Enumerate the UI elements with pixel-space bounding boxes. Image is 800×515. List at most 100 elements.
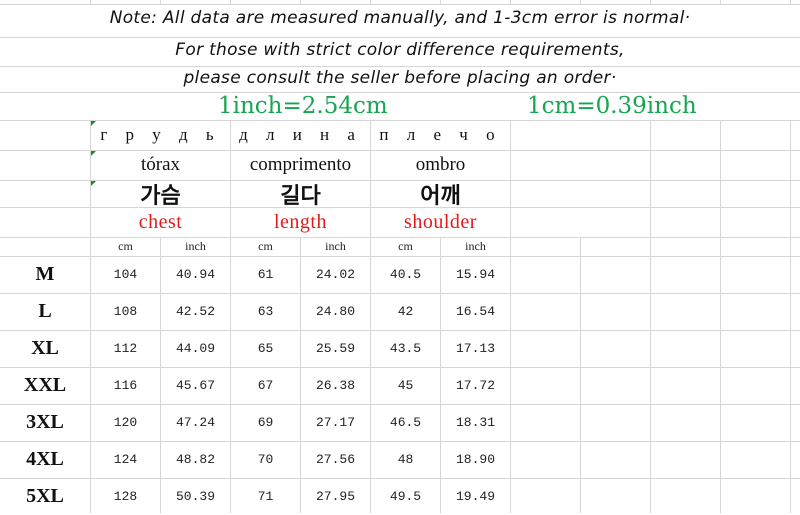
header-korean-2: 어깨	[420, 183, 461, 209]
row-divider	[0, 441, 800, 442]
table-cell[interactable]: 45	[397, 378, 414, 393]
header-korean-1: 길다	[280, 183, 321, 209]
table-cell[interactable]: 71	[257, 489, 274, 504]
note-line-2: For those with strict color difference r…	[175, 40, 625, 60]
table-cell[interactable]: 15.94	[455, 267, 495, 282]
size-label: XXL	[23, 374, 67, 396]
unit-label: cm	[398, 239, 413, 253]
table-cell[interactable]: 17.13	[455, 341, 495, 356]
comment-marker-icon	[91, 181, 96, 186]
table-cell[interactable]: 25.59	[315, 341, 355, 356]
table-cell[interactable]: 44.09	[175, 341, 215, 356]
table-cell[interactable]: 50.39	[175, 489, 215, 504]
row-divider	[0, 330, 800, 331]
column-divider	[440, 0, 441, 4]
column-divider	[160, 0, 161, 4]
table-cell[interactable]: 46.5	[389, 415, 422, 430]
size-label: XL	[31, 337, 59, 359]
unit-label: inch	[325, 239, 346, 253]
table-cell[interactable]: 18.31	[455, 415, 495, 430]
table-cell[interactable]: 108	[113, 304, 138, 319]
table-cell[interactable]: 27.95	[315, 489, 355, 504]
column-divider	[370, 0, 371, 4]
table-cell[interactable]: 63	[257, 304, 274, 319]
column-divider	[440, 237, 441, 513]
row-divider	[0, 293, 800, 294]
table-cell[interactable]: 124	[113, 452, 138, 467]
unit-label: inch	[465, 239, 486, 253]
row-divider	[0, 180, 800, 181]
column-divider	[720, 0, 721, 4]
table-cell[interactable]: 48.82	[175, 452, 215, 467]
column-divider	[510, 120, 511, 513]
note-line-3: please consult the seller before placing…	[183, 68, 617, 88]
table-cell[interactable]: 40.94	[175, 267, 215, 282]
row-divider	[0, 120, 800, 121]
table-cell[interactable]: 47.24	[175, 415, 215, 430]
column-divider	[650, 0, 651, 4]
unit-label: cm	[258, 239, 273, 253]
table-cell[interactable]: 69	[257, 415, 274, 430]
row-divider	[0, 367, 800, 368]
header-portuguese-0: tórax	[140, 154, 181, 175]
header-portuguese-2: ombro	[415, 154, 466, 175]
header-portuguese-1: comprimento	[249, 154, 352, 175]
header-english-2: shoulder	[404, 210, 477, 233]
row-divider	[0, 404, 800, 405]
table-cell[interactable]: 70	[257, 452, 274, 467]
column-divider	[790, 120, 791, 513]
row-divider	[0, 207, 800, 208]
table-cell[interactable]: 65	[257, 341, 274, 356]
table-cell[interactable]: 67	[257, 378, 274, 393]
column-divider	[580, 237, 581, 513]
column-divider	[650, 120, 651, 513]
column-divider	[300, 0, 301, 4]
size-label: 5XL	[26, 485, 64, 507]
comment-marker-icon	[91, 121, 96, 126]
table-cell[interactable]: 18.90	[455, 452, 495, 467]
unit-label: cm	[118, 239, 133, 253]
column-divider	[720, 120, 721, 513]
row-divider	[0, 66, 800, 67]
header-russian-2: п л е ч о	[379, 125, 502, 144]
column-divider	[370, 120, 371, 513]
unit-label: inch	[185, 239, 206, 253]
row-divider	[0, 478, 800, 479]
table-cell[interactable]: 19.49	[455, 489, 495, 504]
table-cell[interactable]: 17.72	[455, 378, 495, 393]
table-cell[interactable]: 120	[113, 415, 138, 430]
table-cell[interactable]: 112	[113, 341, 138, 356]
table-cell[interactable]: 48	[397, 452, 414, 467]
table-cell[interactable]: 26.38	[315, 378, 355, 393]
column-divider	[790, 0, 791, 4]
header-russian-0: г р у д ь	[100, 125, 221, 144]
row-divider	[0, 92, 800, 93]
table-cell[interactable]: 43.5	[389, 341, 422, 356]
header-english-0: chest	[138, 210, 183, 233]
table-cell[interactable]: 128	[113, 489, 138, 504]
table-cell[interactable]: 27.17	[315, 415, 355, 430]
table-cell[interactable]: 24.80	[315, 304, 355, 319]
table-cell[interactable]: 61	[257, 267, 274, 282]
table-cell[interactable]: 104	[113, 267, 138, 282]
table-cell[interactable]: 40.5	[389, 267, 422, 282]
header-english-1: length	[274, 210, 327, 233]
table-cell[interactable]: 24.02	[315, 267, 355, 282]
table-cell[interactable]: 42.52	[175, 304, 215, 319]
header-russian-1: д л и н а	[239, 125, 362, 144]
row-divider	[0, 150, 800, 151]
table-cell[interactable]: 42	[397, 304, 414, 319]
inch-to-cm: 1inch=2.54cm	[218, 93, 388, 119]
row-divider	[0, 256, 800, 257]
row-divider	[0, 37, 800, 38]
table-cell[interactable]: 16.54	[455, 304, 495, 319]
table-cell[interactable]: 27.56	[315, 452, 355, 467]
row-divider	[0, 4, 800, 5]
cm-to-inch: 1cm=0.39inch	[527, 93, 697, 119]
table-cell[interactable]: 116	[113, 378, 138, 393]
note-line-1: Note: All data are measured manually, an…	[109, 8, 691, 28]
size-label: 3XL	[26, 411, 64, 433]
table-cell[interactable]: 45.67	[175, 378, 215, 393]
size-label: M	[35, 263, 55, 285]
table-cell[interactable]: 49.5	[389, 489, 422, 504]
